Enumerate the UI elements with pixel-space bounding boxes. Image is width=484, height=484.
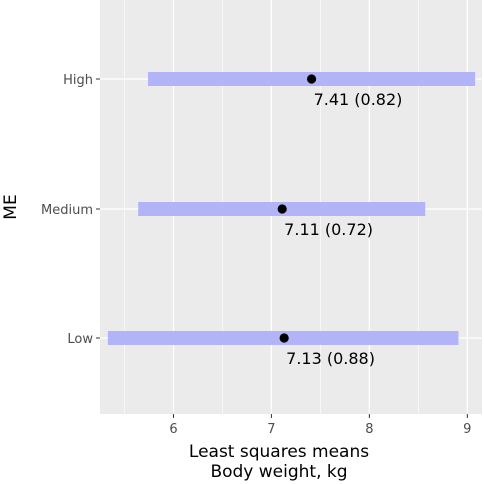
point-low (279, 333, 289, 343)
point-medium (277, 204, 287, 214)
x-axis: 6 7 8 9 (169, 414, 471, 437)
x-axis-title-line-2: Body weight, kg (210, 462, 347, 482)
x-tick-label-2: 8 (365, 422, 373, 437)
x-tick-label-0: 6 (169, 422, 177, 437)
y-tick-label-high: High (63, 73, 93, 88)
data-labels: 7.41 (0.82) 7.11 (0.72) 7.13 (0.88) (284, 90, 402, 368)
x-axis-title-line-1: Least squares means (189, 442, 369, 462)
point-high (306, 74, 317, 84)
points (277, 74, 317, 343)
x-tick-label-3: 9 (463, 422, 471, 437)
y-tick-label-low: Low (67, 332, 93, 347)
data-label-medium: 7.11 (0.72) (284, 220, 373, 239)
y-axis-title: ME (1, 194, 21, 219)
data-label-high: 7.41 (0.82) (314, 90, 403, 109)
x-tick-label-1: 7 (267, 422, 275, 437)
y-tick-label-medium: Medium (41, 203, 93, 218)
data-label-low: 7.13 (0.88) (286, 349, 375, 368)
y-axis: High Medium Low (41, 73, 100, 347)
